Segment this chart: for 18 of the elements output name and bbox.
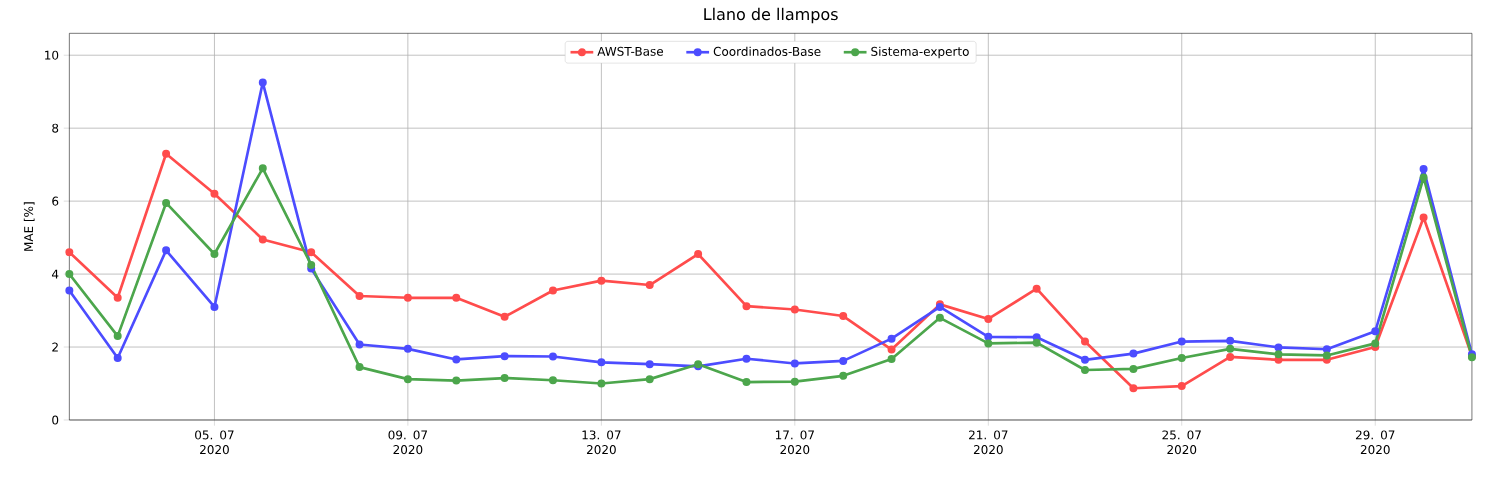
y-axis-title: MAE [%] <box>23 202 35 252</box>
y-tick-label: 0 <box>52 415 59 425</box>
legend-label: Sistema-experto <box>871 46 969 59</box>
y-tick-label: 6 <box>52 196 59 206</box>
chart-title: Llano de llampos <box>704 7 838 24</box>
y-tick-label: 10 <box>45 50 59 60</box>
x-tick-label: 25. 07 2020 <box>1162 430 1201 455</box>
legend-label: AWST-Base <box>597 46 664 57</box>
x-tick-label: 29. 07 2020 <box>1355 430 1395 455</box>
x-tick-label: 05. 07 2020 <box>195 430 234 455</box>
y-tick-label: 4 <box>51 269 59 279</box>
y-tick-label: 2 <box>52 342 58 352</box>
x-tick-label: 17. 07 2020 <box>775 430 814 455</box>
x-tick-label: 21. 07 2020 <box>969 430 1008 455</box>
legend-label: Coordinados-Base <box>713 46 821 57</box>
x-tick-label: 09. 07 2020 <box>388 430 428 455</box>
y-tick-label: 8 <box>52 123 59 133</box>
x-tick-label: 13. 07 2020 <box>582 430 621 455</box>
